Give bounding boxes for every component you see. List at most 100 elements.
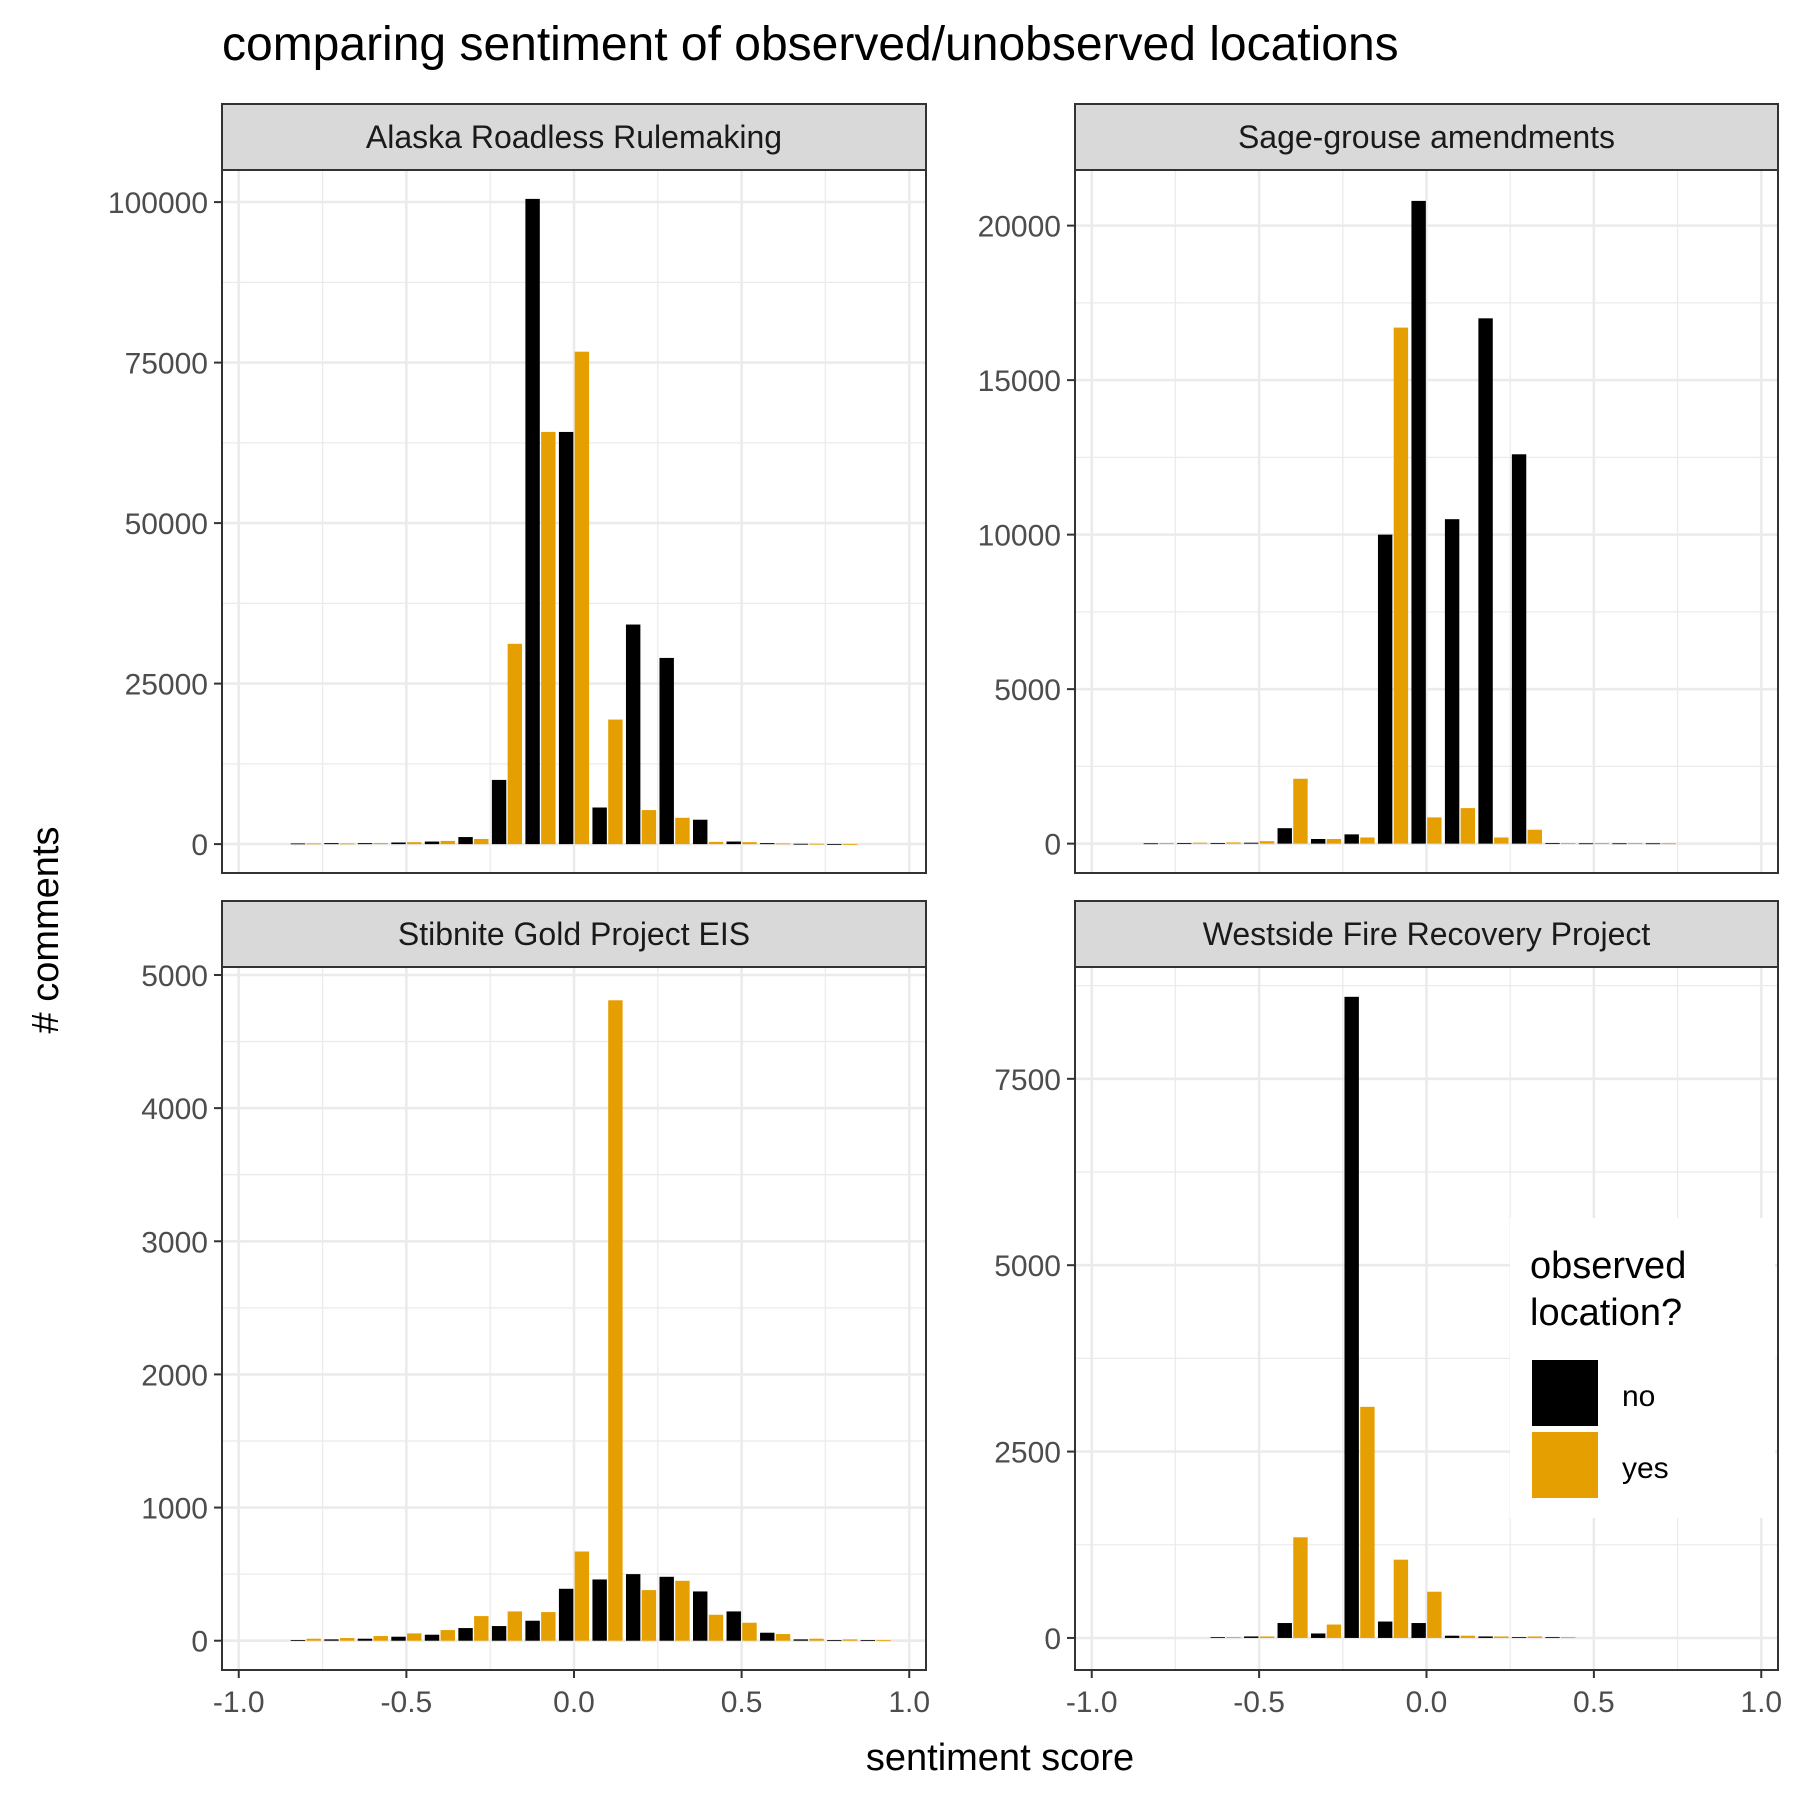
bar-yes [407, 842, 422, 845]
bar-yes [1494, 1636, 1509, 1638]
bar-yes [474, 838, 489, 845]
bar-no [1311, 1633, 1326, 1638]
bar-yes [608, 719, 623, 845]
legend-key-no [1532, 1360, 1598, 1426]
bar-no [1344, 996, 1359, 1638]
y-tick-label: 5000 [141, 960, 208, 993]
bar-no [290, 843, 306, 845]
bar-no [1478, 318, 1493, 844]
facet-strip [221, 900, 927, 968]
bar-no [1612, 843, 1627, 845]
bar-no [1545, 1637, 1560, 1638]
bar-no [1244, 842, 1259, 844]
bar-yes [641, 810, 657, 845]
y-tick-label: 0 [191, 1626, 208, 1659]
bar-no [391, 842, 406, 845]
legend-key-yes [1532, 1432, 1598, 1498]
bar-yes [1393, 327, 1409, 844]
bar-yes [675, 1580, 690, 1641]
bar-no [693, 819, 708, 845]
bar-yes [1594, 843, 1609, 844]
bar-yes [1561, 1637, 1576, 1638]
facet-strip-label: Westside Fire Recovery Project [1203, 916, 1651, 952]
bar-yes [1460, 808, 1476, 844]
bar-yes [809, 1638, 824, 1641]
bar-yes [641, 1590, 657, 1641]
bar-no [1311, 839, 1326, 844]
bar-yes [1427, 1591, 1442, 1638]
bar-no [1377, 534, 1393, 844]
bar-no [357, 1638, 373, 1641]
x-tick-label: 0.0 [1406, 1686, 1448, 1719]
bar-yes [1527, 1636, 1542, 1638]
bar-no [558, 431, 574, 845]
bar-yes [1159, 843, 1174, 844]
bar-yes [1226, 842, 1241, 844]
y-tick-label: 10000 [978, 520, 1061, 553]
bar-yes [1326, 839, 1342, 844]
bar-yes [1460, 1635, 1476, 1638]
bar-yes [775, 1634, 791, 1641]
legend: observed location? no yes [1510, 1218, 1775, 1518]
bar-no [659, 657, 674, 845]
bar-yes [842, 1639, 858, 1641]
bar-no [1645, 843, 1661, 845]
bar-no [525, 1620, 540, 1641]
facet-panel: Alaska Roadless Rulemaking 0 25000 50000 750… [108, 103, 927, 874]
bar-no [1210, 843, 1225, 844]
bar-yes [842, 843, 858, 845]
bar-no [1511, 1637, 1527, 1638]
bar-no [1210, 1637, 1225, 1638]
bar-no [1344, 834, 1359, 844]
bar-no [1411, 1623, 1426, 1638]
y-tick-label: 2500 [994, 1437, 1061, 1470]
bar-no [793, 843, 808, 845]
y-tick-label: 20000 [978, 211, 1061, 244]
bar-no [726, 841, 741, 845]
bar-no [1244, 1636, 1259, 1638]
bar-no [793, 1639, 808, 1641]
bar-no [1277, 1623, 1292, 1638]
x-tick-label: 1.0 [1740, 1686, 1782, 1719]
bar-yes [809, 843, 824, 845]
bar-no [525, 198, 540, 845]
bar-no [726, 1611, 741, 1641]
bar-no [1177, 843, 1192, 844]
chart-title: comparing sentiment of observed/unobserv… [222, 18, 1399, 71]
x-tick-label: -1.0 [1066, 1686, 1118, 1719]
legend-title-line2: location? [1530, 1292, 1682, 1334]
bar-yes [1326, 1624, 1342, 1638]
y-tick-label: 5000 [994, 1250, 1061, 1283]
bar-yes [742, 842, 757, 845]
bar-yes [340, 1638, 355, 1641]
bar-yes [306, 1638, 321, 1641]
facet-strip-label: Stibnite Gold Project EIS [398, 916, 750, 952]
bar-yes [574, 351, 590, 845]
bar-yes [440, 840, 455, 845]
bar-yes [1393, 1559, 1409, 1638]
bar-yes [1192, 842, 1208, 844]
bar-yes [541, 1612, 556, 1641]
y-tick-label: 0 [191, 829, 208, 862]
bar-no [1444, 519, 1460, 844]
bar-no [1143, 843, 1159, 845]
legend-label-no: no [1622, 1380, 1655, 1413]
bar-yes [541, 431, 556, 845]
y-tick-label: 4000 [141, 1093, 208, 1126]
bar-no [1377, 1621, 1393, 1638]
bar-no [558, 1588, 574, 1641]
bar-yes [440, 1630, 455, 1641]
bar-no [491, 779, 507, 845]
bar-yes [1293, 778, 1308, 844]
bar-no [1411, 200, 1426, 844]
panel-border [221, 169, 927, 874]
x-tick-label: 0.0 [553, 1686, 595, 1719]
bar-no [625, 1574, 641, 1641]
bar-yes [1661, 843, 1676, 845]
legend-label-yes: yes [1622, 1452, 1669, 1485]
x-axis-label: sentiment score [866, 1737, 1134, 1779]
x-tick-label: 0.5 [1573, 1686, 1615, 1719]
bar-no [290, 1640, 306, 1641]
bar-no [1511, 454, 1527, 844]
